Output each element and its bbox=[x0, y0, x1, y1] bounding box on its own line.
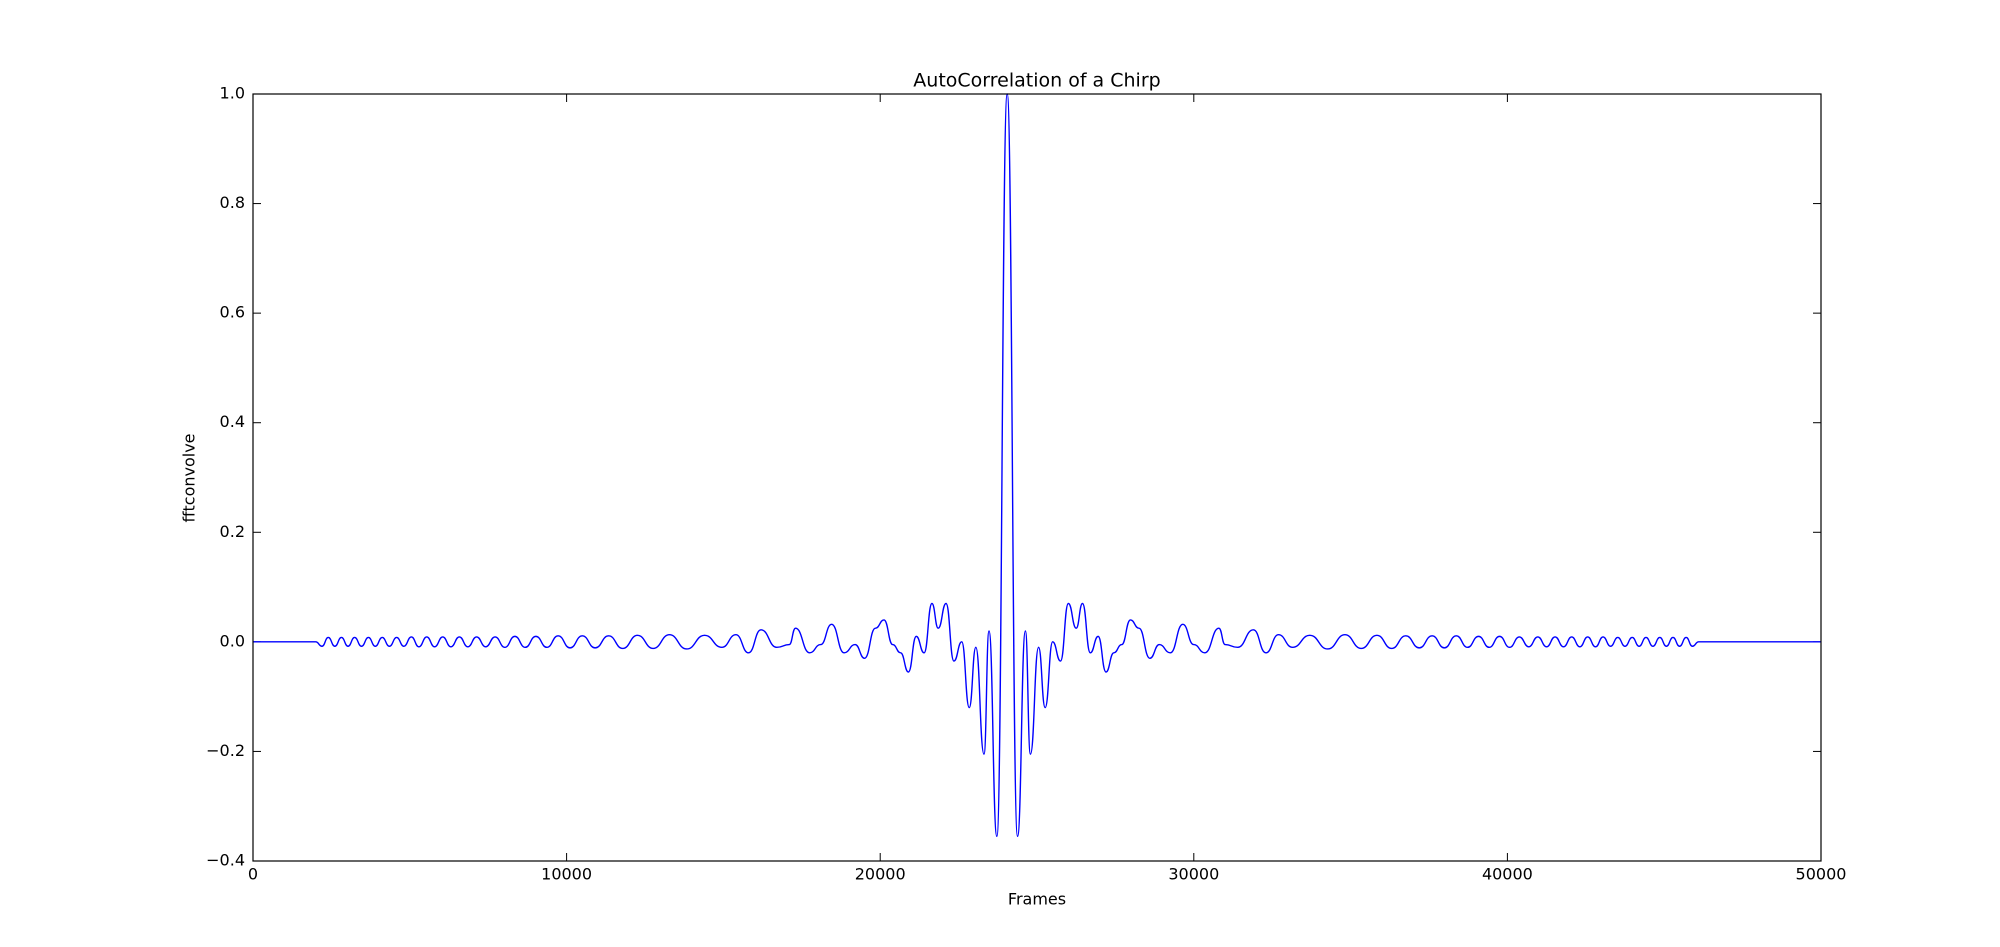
x-tick-label: 0 bbox=[248, 865, 258, 884]
y-tick-label: 0.2 bbox=[220, 522, 245, 541]
y-tick-label: 0.0 bbox=[220, 631, 245, 650]
x-axis-label: Frames bbox=[1008, 890, 1066, 909]
y-tick-label: 0.4 bbox=[220, 412, 245, 431]
plot-frame bbox=[252, 93, 1822, 862]
y-tick-label: 1.0 bbox=[220, 84, 245, 103]
y-axis-label: fftconvolve bbox=[180, 433, 199, 522]
x-tick-label: 20000 bbox=[855, 865, 906, 884]
x-tick-label: 10000 bbox=[541, 865, 592, 884]
data-line bbox=[253, 93, 1821, 838]
chart-title: AutoCorrelation of a Chirp bbox=[913, 70, 1160, 92]
x-tick-label: 30000 bbox=[1168, 865, 1219, 884]
y-tick-label: 0.6 bbox=[220, 303, 245, 322]
y-tick-label: −0.4 bbox=[206, 851, 245, 870]
x-tick-label: 50000 bbox=[1796, 865, 1847, 884]
y-tick-label: −0.2 bbox=[206, 741, 245, 760]
x-tick-label: 40000 bbox=[1482, 865, 1533, 884]
y-tick-label: 0.8 bbox=[220, 193, 245, 212]
